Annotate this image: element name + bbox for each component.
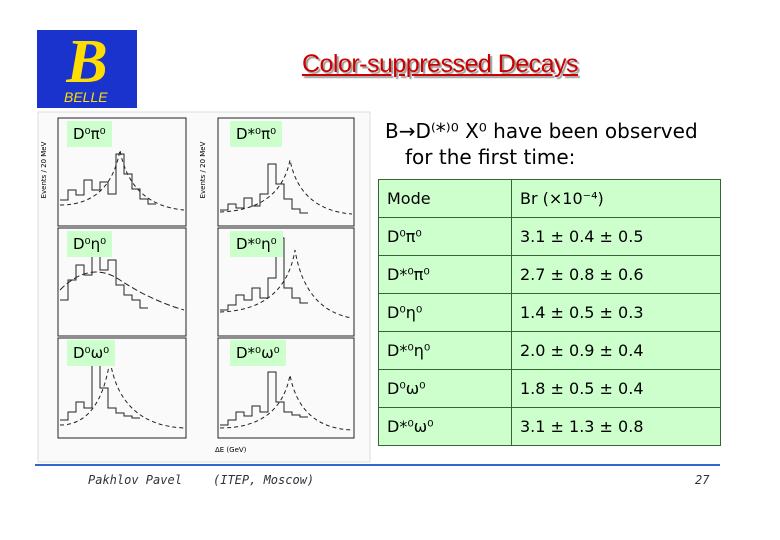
heading-line: B→D⁽*⁾⁰ X⁰ have been observed	[385, 119, 698, 143]
table-cell: D⁰η⁰	[378, 293, 512, 332]
logo-letter: B	[65, 28, 107, 96]
table-row: D*⁰η⁰ 2.0 ± 0.9 ± 0.4	[378, 331, 721, 370]
affiliation: (ITEP, Moscow)	[213, 473, 315, 487]
table-cell: 1.4 ± 0.5 ± 0.3	[511, 293, 721, 332]
y-axis-label: Events / 20 MeV	[40, 141, 48, 198]
plot-panel	[37, 111, 371, 463]
y-axis-label: Events / 20 MeV	[199, 141, 207, 198]
table-cell: D*⁰ω⁰	[378, 407, 512, 446]
table-row: D⁰η⁰ 1.4 ± 0.5 ± 0.3	[378, 293, 721, 332]
results-table: Mode Br (×10⁻⁴) D⁰π⁰ 3.1 ± 0.4 ± 0.5 D*⁰π⁰ 2.…	[378, 179, 721, 446]
x-axis-label: ΔE (GeV)	[215, 446, 247, 454]
plot-label: D*⁰ω⁰	[230, 340, 286, 366]
table-cell: 3.1 ± 1.3 ± 0.8	[511, 407, 721, 446]
plot-label: D⁰π⁰	[67, 121, 112, 147]
table-cell: 3.1 ± 0.4 ± 0.5	[511, 217, 721, 256]
table-row: D*⁰π⁰ 2.7 ± 0.8 ± 0.6	[378, 255, 721, 294]
table-row: D*⁰ω⁰ 3.1 ± 1.3 ± 0.8	[378, 407, 721, 446]
plot-label: D⁰ω⁰	[67, 340, 116, 366]
table-cell: D⁰π⁰	[378, 217, 512, 256]
table-cell: D*⁰η⁰	[378, 331, 512, 370]
logo-text: BELLE	[64, 89, 108, 105]
heading: B→D⁽*⁾⁰ X⁰ have been observed for the fi…	[385, 118, 698, 170]
table-cell: 2.7 ± 0.8 ± 0.6	[511, 255, 721, 294]
table-cell: 1.8 ± 0.5 ± 0.4	[511, 369, 721, 408]
plot-frames	[57, 117, 355, 439]
table-cell: 2.0 ± 0.9 ± 0.4	[511, 331, 721, 370]
author: Pakhlov Pavel	[88, 473, 182, 487]
header-cell: Mode	[378, 179, 512, 218]
plot-label: D*⁰η⁰	[230, 231, 283, 257]
heading-line: for the first time:	[405, 145, 576, 169]
table-cell: D⁰ω⁰	[378, 369, 512, 408]
slide-title: Color-suppressed Decays	[301, 50, 579, 78]
page-number: 27	[695, 473, 710, 487]
plot-label: D*⁰π⁰	[230, 121, 283, 147]
header-cell: Br (×10⁻⁴)	[511, 179, 721, 218]
table-row: D⁰π⁰ 3.1 ± 0.4 ± 0.5	[378, 217, 721, 256]
header-row: Mode Br (×10⁻⁴)	[378, 179, 721, 218]
plot-label: D⁰η⁰	[67, 231, 113, 257]
table-row: D⁰ω⁰ 1.8 ± 0.5 ± 0.4	[378, 369, 721, 408]
logo-box	[37, 30, 137, 108]
table-cell: D*⁰π⁰	[378, 255, 512, 294]
